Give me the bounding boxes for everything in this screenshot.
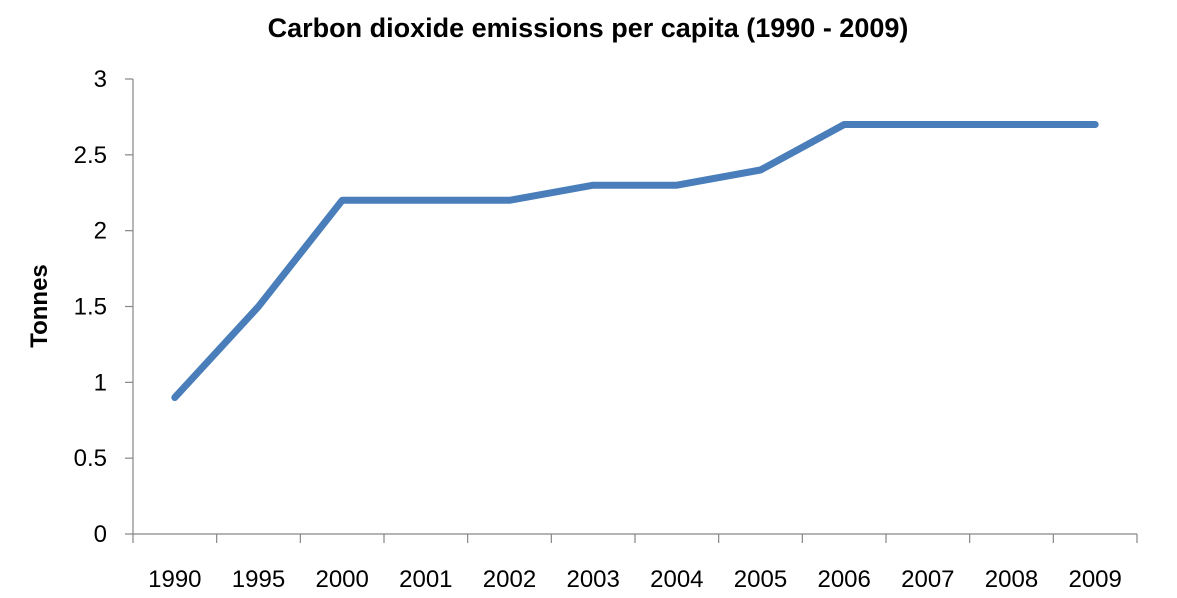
x-tick-label: 2001 — [399, 566, 452, 593]
series-line — [171, 121, 1099, 401]
x-tick-label: 2004 — [650, 566, 703, 593]
y-axis-ticks: 0 0.5 1 1.5 2 2.5 3 — [74, 66, 133, 548]
x-tick-label: 2000 — [315, 566, 368, 593]
y-tick-label: 0 — [94, 521, 107, 548]
y-tick-label: 1.5 — [74, 294, 107, 321]
x-tick-label: 2006 — [817, 566, 870, 593]
x-tick-label: 2009 — [1068, 566, 1121, 593]
x-tick-label: 2007 — [901, 566, 954, 593]
x-tick-label: 2005 — [734, 566, 787, 593]
x-tick-label: 1990 — [148, 566, 201, 593]
y-axis-title: Tonnes — [26, 264, 53, 348]
y-tick-label: 3 — [94, 66, 107, 93]
y-tick-label: 0.5 — [74, 445, 107, 472]
x-tick-label: 2002 — [483, 566, 536, 593]
x-axis-ticks: 1990 1995 2000 2001 2002 2003 2004 2005 2006 2007… — [132, 534, 1138, 593]
y-tick-label: 2 — [94, 218, 107, 245]
x-tick-label: 2008 — [985, 566, 1038, 593]
y-tick-label: 2.5 — [74, 142, 107, 169]
y-tick-label: 1 — [94, 369, 107, 396]
chart-title: Carbon dioxide emissions per capita (199… — [268, 13, 909, 43]
x-tick-label: 1995 — [232, 566, 285, 593]
x-tick-label: 2003 — [566, 566, 619, 593]
series-layer — [171, 121, 1099, 401]
